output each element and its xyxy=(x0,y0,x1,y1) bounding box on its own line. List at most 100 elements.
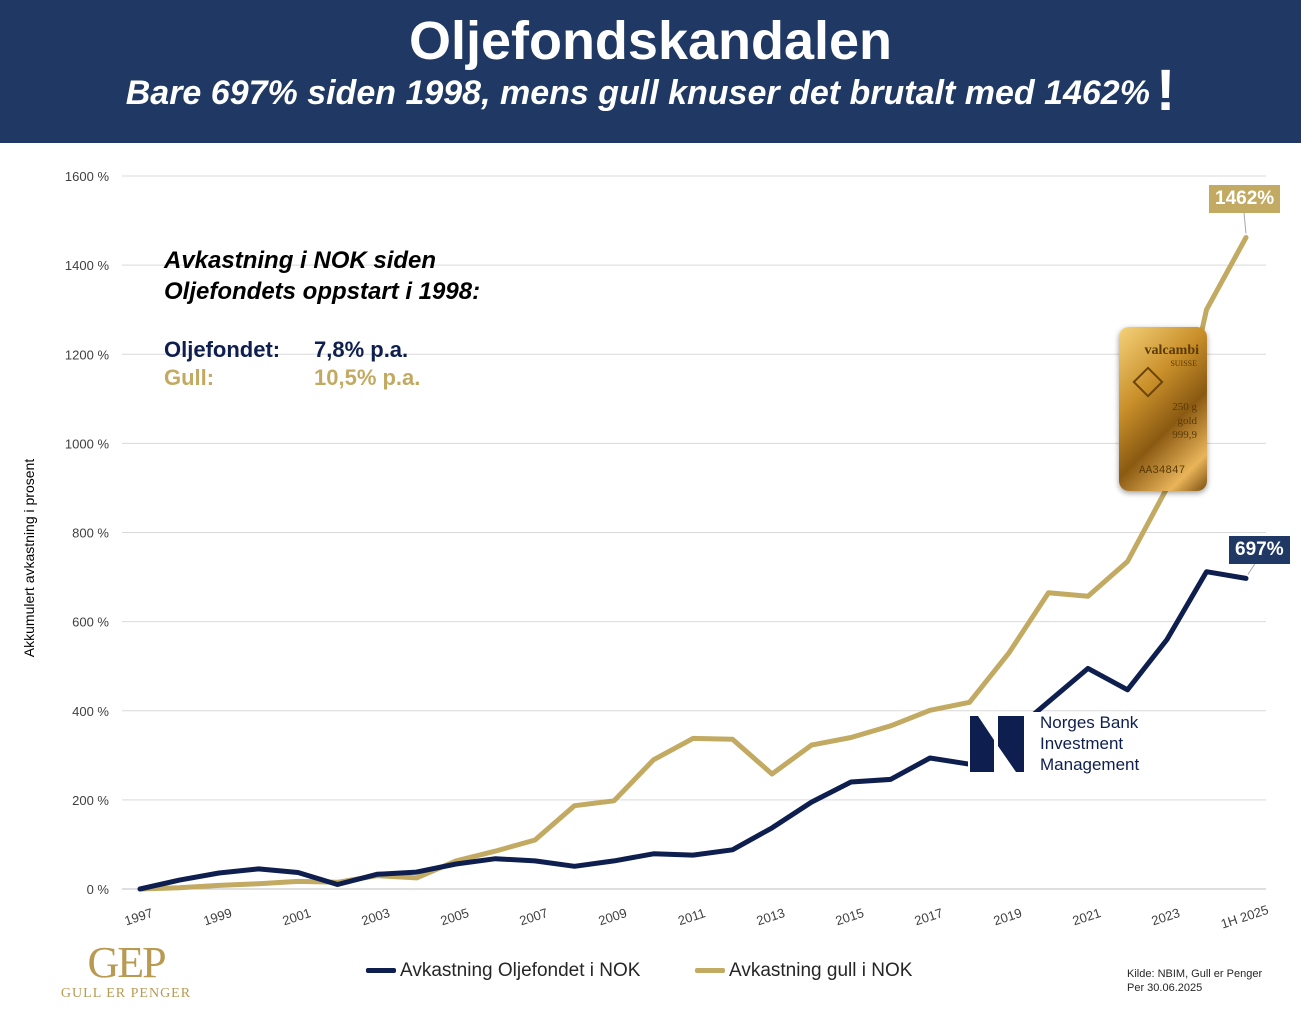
info-gold-value: 10,5% p.a. xyxy=(314,365,421,390)
gold-bar-purity: 999,9 xyxy=(1172,429,1197,441)
data-point xyxy=(494,849,497,853)
info-row-oil: Oljefondet: 7,8% p.a. xyxy=(164,337,480,365)
chart-series xyxy=(137,235,1249,892)
y-tick-label: 600 % xyxy=(72,615,109,630)
data-point xyxy=(1244,577,1248,580)
data-point xyxy=(1086,595,1090,598)
data-point xyxy=(573,804,576,807)
nbim-line2: Investment xyxy=(1040,734,1124,753)
y-tick-label: 1000 % xyxy=(65,436,110,451)
gold-bar-emblem-icon xyxy=(1132,366,1164,398)
oil-end-badge: 697% xyxy=(1229,536,1290,564)
y-tick-label: 0 % xyxy=(87,882,110,897)
data-point xyxy=(257,867,260,871)
legend-label-gold: Avkastning gull i NOK xyxy=(729,960,913,981)
y-tick-label: 200 % xyxy=(72,793,109,808)
gold-bar-origin: SUISSE xyxy=(1170,359,1197,368)
gold-bar-serial: AA34847 xyxy=(1139,465,1186,477)
data-point xyxy=(612,799,616,802)
info-box: Avkastning i NOK siden Oljefondets oppst… xyxy=(164,245,480,393)
source-note: Kilde: NBIM, Gull er Penger Per 30.06.20… xyxy=(1127,967,1262,995)
y-tick-label: 1400 % xyxy=(65,258,110,273)
data-point xyxy=(217,871,221,875)
subtitle-text: Bare 697% siden 1998, mens gull knuser d… xyxy=(125,74,1150,112)
data-point xyxy=(1165,638,1169,641)
data-point xyxy=(1126,688,1129,692)
legend-item-gold: Avkastning gull i NOK xyxy=(695,960,912,982)
y-tick-label: 400 % xyxy=(72,704,109,719)
data-point xyxy=(968,701,971,704)
nbim-logo: Norges Bank Investment Management xyxy=(968,712,1158,776)
data-point xyxy=(652,852,655,855)
gep-logo: GEP GULL ER PENGER xyxy=(56,940,196,1002)
x-tick-label: 1997 xyxy=(123,905,155,928)
nbim-mark-icon xyxy=(970,716,1024,772)
data-point xyxy=(494,857,497,860)
x-tick-label: 2013 xyxy=(755,905,787,928)
x-tick-label: 2015 xyxy=(834,905,866,928)
badge-connectors xyxy=(1243,212,1257,575)
data-point xyxy=(415,876,418,880)
legend-swatch-oil xyxy=(366,968,396,974)
data-point xyxy=(928,709,932,712)
data-point xyxy=(257,882,260,885)
data-point xyxy=(691,853,695,857)
info-gold-label: Gull: xyxy=(164,365,215,390)
data-point xyxy=(889,778,892,781)
gold-bar-weight: 250 g xyxy=(1172,401,1197,413)
data-point xyxy=(138,887,142,891)
y-tick-label: 1600 % xyxy=(65,169,110,184)
x-tick-label: 2001 xyxy=(281,905,313,928)
data-point xyxy=(691,737,695,740)
source-line2: Per 30.06.2025 xyxy=(1127,982,1203,994)
data-point xyxy=(652,758,655,761)
logo-mark: GEP xyxy=(87,938,166,987)
x-tick-label: 2011 xyxy=(676,905,707,928)
info-oil-value: 7,8% p.a. xyxy=(314,337,409,362)
data-point xyxy=(1086,667,1090,670)
x-tick-label: 2003 xyxy=(360,905,392,928)
info-oil-label: Oljefondet: xyxy=(164,337,281,362)
data-point xyxy=(849,780,853,784)
data-point xyxy=(810,800,813,804)
legend-label-oil: Avkastning Oljefondet i NOK xyxy=(400,960,641,981)
data-point xyxy=(1205,570,1208,573)
data-point xyxy=(533,838,537,842)
y-tick-label: 800 % xyxy=(72,526,109,541)
exclamation-mark: ! xyxy=(1155,58,1176,123)
x-tick-label: 2019 xyxy=(992,905,1024,928)
logo-name: GULL ER PENGER xyxy=(60,986,192,1001)
data-point xyxy=(415,870,418,874)
nbim-line1: Norges Bank xyxy=(1040,713,1139,732)
y-axis-label: Akkumulert avkastning i prosent xyxy=(21,459,37,658)
data-point xyxy=(178,878,181,882)
data-point xyxy=(573,865,576,868)
data-point xyxy=(296,880,300,883)
y-tick-label: 1200 % xyxy=(65,347,110,362)
data-point xyxy=(1007,651,1011,655)
data-point xyxy=(889,724,892,728)
gold-end-badge: 1462% xyxy=(1209,185,1281,213)
oil-badge-connector xyxy=(1247,561,1257,575)
data-point xyxy=(770,772,774,776)
x-tick-label: 1999 xyxy=(202,905,234,928)
x-tick-label: 2005 xyxy=(439,905,471,928)
x-tick-label: 2021 xyxy=(1071,905,1103,928)
info-heading-line2: Oljefondets oppstart i 1998: xyxy=(164,278,481,305)
data-point xyxy=(1047,700,1050,704)
data-point xyxy=(178,886,181,889)
data-point xyxy=(1126,560,1129,563)
data-point xyxy=(375,873,379,876)
nbim-line3: Management xyxy=(1040,755,1140,774)
page-title: Oljefondskandalen xyxy=(408,11,893,71)
x-tick-label: 2009 xyxy=(597,905,629,928)
data-point xyxy=(849,736,853,739)
x-tick-label: 2023 xyxy=(1150,905,1182,928)
nbim-text: Norges Bank Investment Management xyxy=(1040,712,1139,775)
data-point xyxy=(1205,308,1208,311)
data-point xyxy=(454,862,458,866)
info-heading-line1: Avkastning i NOK siden xyxy=(164,247,437,274)
data-point xyxy=(810,743,813,747)
gold-bar-image: valcambi SUISSE 250 g gold 999,9 AA34847 xyxy=(1119,327,1207,491)
